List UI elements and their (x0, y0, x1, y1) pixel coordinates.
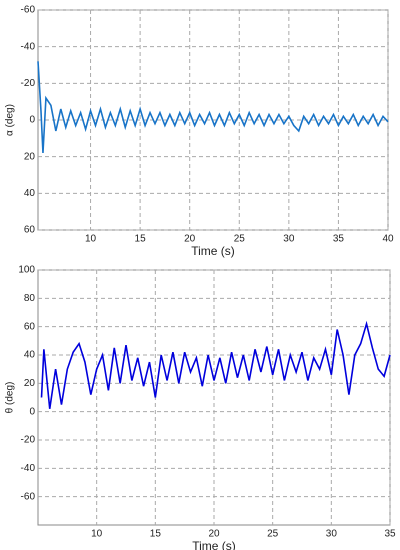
y-tick-label: 80 (24, 293, 36, 304)
x-tick-label: 10 (91, 529, 103, 540)
x-axis-label: Time (s) (192, 539, 236, 550)
x-tick-label: 15 (150, 529, 162, 540)
y-tick-label: 40 (24, 350, 36, 361)
y-tick-label: 100 (18, 265, 35, 276)
x-tick-label: 10 (85, 234, 97, 245)
x-tick-label: 25 (234, 234, 246, 245)
y-tick-label: -40 (21, 41, 36, 52)
y-tick-label: 20 (24, 378, 36, 389)
x-tick-label: 30 (283, 234, 295, 245)
data-line (37, 61, 389, 154)
y-tick-label: -60 (21, 491, 36, 502)
x-tick-label: 35 (333, 234, 345, 245)
y-tick-label: 20 (24, 151, 36, 162)
x-tick-label: 20 (208, 529, 220, 540)
x-tick-label: 35 (384, 529, 396, 540)
x-tick-label: 20 (184, 234, 196, 245)
y-tick-label: -20 (21, 78, 36, 89)
x-tick-label: 15 (135, 234, 147, 245)
y-tick-label: 60 (24, 225, 36, 236)
y-tick-label: 0 (29, 406, 35, 417)
data-line (40, 320, 391, 409)
x-tick-label: 30 (326, 529, 338, 540)
y-tick-label: 40 (24, 188, 36, 199)
x-tick-label: 25 (267, 529, 279, 540)
y-axis-label: α (deg) (5, 104, 16, 136)
x-tick-label: 40 (382, 234, 394, 245)
y-tick-label: 60 (24, 321, 36, 332)
y-tick-label: -20 (21, 435, 36, 446)
x-axis-label: Time (s) (191, 244, 235, 258)
y-tick-label: -40 (21, 463, 36, 474)
y-tick-label: 0 (29, 115, 35, 126)
y-axis-label: θ (deg) (5, 382, 16, 414)
y-tick-label: -60 (21, 5, 36, 16)
